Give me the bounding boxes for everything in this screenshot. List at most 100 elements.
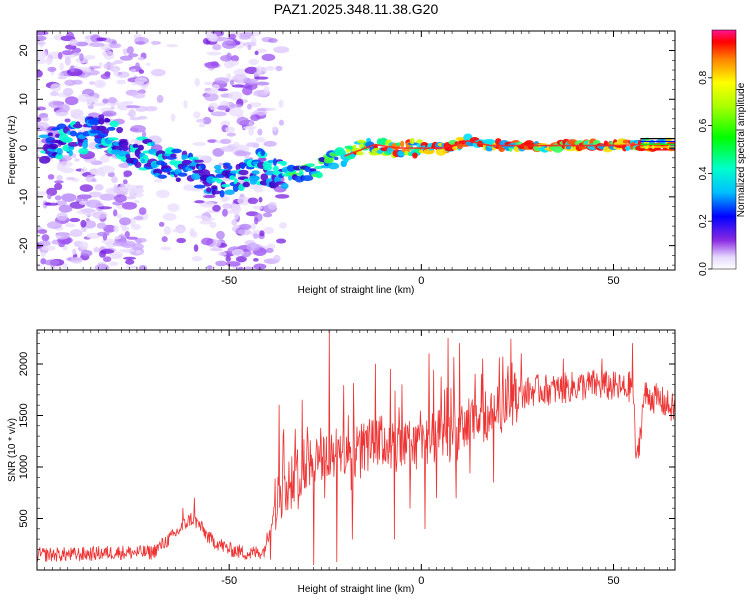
spectrogram-noise-blob (57, 161, 73, 168)
spectrogram-noise-blob (99, 154, 110, 163)
spectrogram-ridge-blob (304, 166, 311, 173)
spectrogram-ridge-blob (357, 139, 366, 144)
spectrogram-noise-blob (226, 132, 236, 137)
spectrogram-noise-blob (131, 224, 142, 230)
spectrogram-noise-blob (273, 254, 281, 263)
spectrogram-noise-blob (253, 233, 259, 239)
spectrogram-noise-blob (48, 100, 64, 109)
spectrogram-noise-blob (69, 217, 81, 223)
spectrogram-noise-blob (151, 40, 158, 46)
spectrogram-noise-blob (206, 51, 222, 56)
spectrogram-noise-blob (128, 109, 136, 118)
spectrogram-noise-blob (237, 196, 252, 206)
spectrogram-noise-blob (103, 50, 115, 60)
spectrogram-ridge-blob (92, 117, 100, 126)
spectrogram-noise-blob (96, 167, 104, 174)
spectrogram-noise-blob (96, 222, 107, 229)
spectrogram-noise-blob (80, 208, 96, 213)
spectrogram-noise-blob (235, 255, 247, 263)
spectrogram-noise-blob (133, 215, 144, 221)
spectrogram-noise-blob (79, 241, 89, 250)
spectrogram-noise-blob (225, 256, 231, 262)
spectrogram-ridge-blob (140, 158, 146, 164)
spectrogram-noise-blob (215, 260, 228, 267)
spectrogram-y-tick-label: 0 (18, 145, 30, 151)
spectrogram-noise-blob (62, 87, 74, 97)
spectrogram-noise-blob (41, 245, 56, 251)
spectrogram-noise-blob (60, 155, 72, 162)
spectrogram-ridge-blob (356, 151, 364, 156)
spectrogram-ridge-blob (219, 189, 225, 198)
spectrogram-noise-blob (246, 80, 258, 84)
spectrogram-ridge-blob (222, 162, 231, 166)
spectrogram-noise-blob (191, 256, 203, 262)
spectrogram-noise-blob (108, 261, 119, 267)
spectrogram-noise-blob (58, 204, 73, 213)
spectrogram-noise-blob (102, 256, 112, 263)
spectrogram-noise-blob (110, 105, 115, 110)
spectrogram-noise-blob (271, 126, 278, 132)
spectrogram-noise-blob (90, 102, 107, 107)
spectrogram-noise-blob (167, 203, 180, 212)
spectrogram-noise-blob (248, 121, 254, 127)
spectrogram-noise-blob (247, 44, 252, 51)
spectrogram-noise-blob (207, 139, 218, 143)
spectrogram-ridge-blob (116, 126, 124, 134)
spectrogram-ridge-blob (109, 120, 119, 128)
spectrogram-noise-blob (231, 219, 238, 226)
spectrogram-noise-blob (37, 122, 50, 131)
spectrogram-ridge-blob (190, 172, 202, 181)
spectrogram-ridge-blob (194, 159, 204, 163)
spectrogram-noise-blob (266, 247, 274, 254)
spectrogram-noise-blob (255, 137, 266, 143)
spectrogram-panel: -50 0 50 -20 -10 0 10 20 Height of straight li… (7, 30, 676, 296)
spectrogram-noise-blob (141, 131, 147, 138)
spectrogram-ridge-blob (38, 134, 50, 139)
spectrogram-noise-blob (204, 92, 219, 102)
spectrogram-noise-blob (263, 226, 275, 235)
colorbar-tick-label: 0.8 (698, 70, 709, 84)
spectrogram-noise-blob (96, 82, 105, 87)
spectrogram-noise-blob (119, 217, 131, 226)
spectrogram-y-tick-label: -10 (18, 189, 30, 205)
spectrogram-noise-blob (69, 38, 78, 46)
spectrogram-ridge-blob (200, 164, 206, 170)
spectrogram-noise-blob (193, 111, 201, 119)
spectrogram-noise-blob (243, 41, 257, 47)
spectrogram-noise-blob (75, 41, 89, 47)
spectrogram-noise-blob (101, 112, 114, 117)
spectrogram-noise-blob (89, 42, 105, 48)
spectrogram-noise-blob (57, 51, 63, 60)
spectrogram-ridge-blob (69, 130, 77, 137)
spectrogram-ridge-blob (306, 163, 315, 168)
spectrogram-ridge-blob (48, 143, 59, 150)
snr-y-label: SNR (10 * v/v) (7, 418, 18, 482)
spectrogram-noise-blob (214, 77, 230, 84)
spectrogram-noise-blob (102, 98, 109, 104)
spectrogram-noise-blob (194, 200, 205, 204)
snr-frame (36, 329, 676, 571)
spectrogram-ridge-blob (401, 148, 411, 153)
spectrogram-noise-blob (190, 231, 198, 238)
spectrogram-noise-blob (38, 112, 49, 119)
spectrogram-ridge-blob (272, 158, 277, 166)
spectrogram-noise-blob (98, 250, 107, 258)
spectrogram-ridge-blob (265, 170, 275, 176)
spectrogram-noise-blob (37, 35, 47, 41)
spectrogram-noise-blob (253, 217, 259, 225)
spectrogram-noise-blob (91, 178, 97, 183)
spectrogram-ridge-blob (487, 140, 493, 149)
spectrogram-noise-blob (254, 76, 269, 80)
spectrogram-noise-blob (194, 215, 208, 219)
spectrogram-x-tick-label: 50 (607, 275, 619, 287)
spectrogram-noise-blob (119, 248, 135, 253)
spectrogram-ridge-blob (206, 176, 216, 184)
spectrogram-noise-blob (64, 96, 79, 106)
spectrogram-noise-blob (86, 68, 92, 73)
spectrogram-ridge-blob (400, 140, 405, 148)
spectrogram-ridge-blob (243, 178, 250, 182)
spectrogram-noise-blob (145, 62, 151, 66)
spectrogram-noise-blob (218, 162, 224, 166)
spectrogram-noise-blob (65, 223, 76, 228)
spectrogram-noise-blob (70, 256, 83, 264)
